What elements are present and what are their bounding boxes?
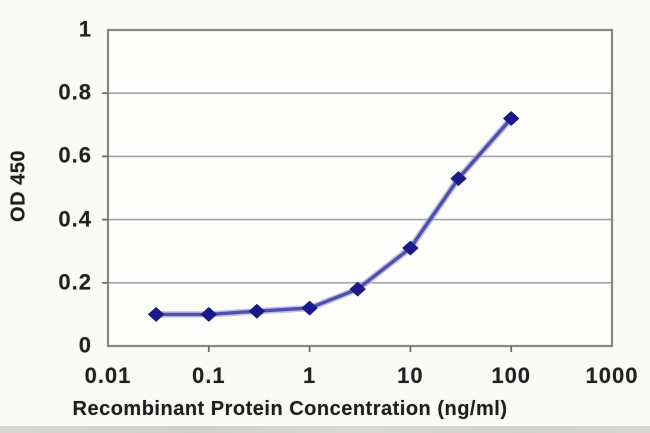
data-point-3 [349, 281, 366, 297]
x-tick-label-0.1: 0.1 [192, 363, 226, 388]
y-tick-label-0: 0 [78, 332, 92, 358]
x-tick-label-1: 1 [302, 363, 317, 388]
data-point-100 [503, 111, 520, 126]
data-point-1 [301, 300, 318, 316]
y-tick-label-0.6: 0.6 [58, 142, 92, 168]
x-tick-label-100: 100 [491, 363, 532, 388]
y-axis-title: OD 450 [7, 150, 30, 222]
data-point-0.03 [148, 307, 165, 322]
plot-border [106, 28, 614, 348]
y-tick-label-0.2: 0.2 [58, 269, 92, 295]
x-tick-label-10: 10 [397, 363, 424, 388]
series-0-line-halo [152, 115, 515, 318]
series-0-line [154, 116, 513, 317]
y-tick-label-0.4: 0.4 [58, 206, 92, 232]
data-point-30 [450, 171, 467, 186]
x-axis-title: Recombinant Protein Concentration (ng/ml… [72, 398, 508, 420]
y-tick-label-0.8: 0.8 [58, 79, 92, 105]
x-tick-label-1000: 1000 [585, 363, 639, 388]
image-bottom-edge-artifact [0, 426, 650, 433]
data-point-10 [402, 240, 419, 256]
data-point-0.1 [200, 307, 217, 322]
y-tick-label-1: 1 [78, 16, 92, 42]
data-point-0.3 [248, 303, 265, 319]
x-tick-label-0.01: 0.01 [84, 363, 132, 388]
